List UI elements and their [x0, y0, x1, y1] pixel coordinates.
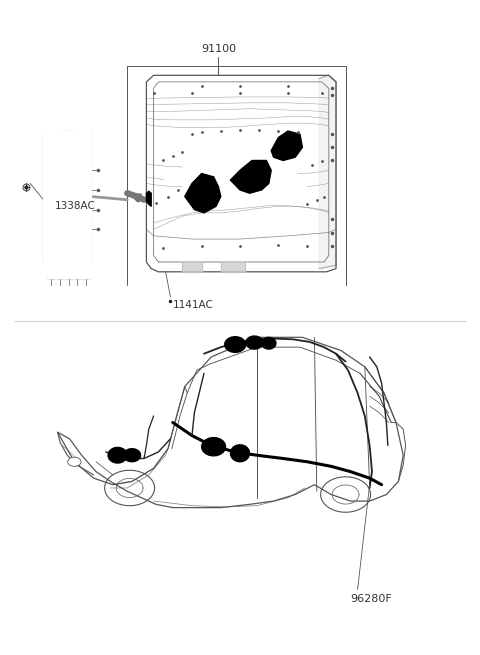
Polygon shape: [230, 445, 250, 462]
Polygon shape: [225, 337, 246, 352]
Polygon shape: [74, 108, 89, 131]
Polygon shape: [43, 131, 91, 262]
Polygon shape: [230, 160, 271, 193]
Polygon shape: [48, 262, 89, 278]
Ellipse shape: [68, 457, 81, 466]
Bar: [65, 195, 78, 210]
Bar: [65, 215, 78, 231]
Polygon shape: [43, 113, 58, 131]
Bar: [48, 174, 61, 189]
Text: 91100: 91100: [201, 44, 236, 54]
Text: 1141AC: 1141AC: [173, 299, 214, 310]
Bar: [48, 153, 61, 168]
Text: 96280F: 96280F: [350, 594, 392, 605]
Polygon shape: [108, 447, 127, 463]
Polygon shape: [202, 438, 226, 456]
Bar: [48, 195, 61, 210]
Text: 1338AC: 1338AC: [55, 201, 96, 212]
Polygon shape: [185, 174, 221, 213]
Bar: [65, 174, 78, 189]
Polygon shape: [271, 131, 302, 160]
Polygon shape: [221, 262, 245, 272]
Polygon shape: [146, 191, 151, 206]
Bar: [65, 153, 78, 168]
Bar: [48, 236, 61, 252]
Bar: [48, 215, 61, 231]
Polygon shape: [182, 262, 202, 272]
Polygon shape: [246, 336, 263, 349]
Polygon shape: [123, 449, 141, 462]
Bar: [65, 236, 78, 252]
Polygon shape: [319, 75, 336, 269]
Polygon shape: [262, 337, 276, 349]
